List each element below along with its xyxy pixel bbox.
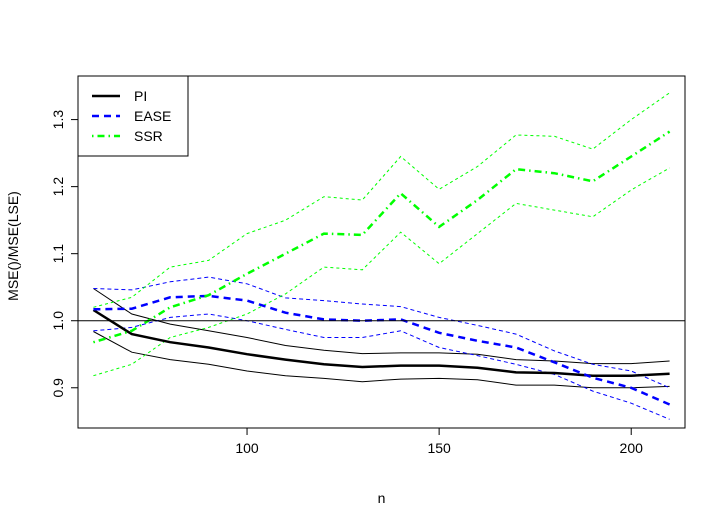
legend-label-ease: EASE [134, 108, 171, 124]
pi-upper-band [93, 288, 670, 365]
y-tick-label: 1.2 [50, 177, 66, 197]
ssr-upper-band [93, 92, 670, 308]
legend-label-ssr: SSR [134, 128, 163, 144]
y-tick-label: 1.1 [50, 244, 66, 264]
x-tick-label: 200 [620, 440, 644, 456]
y-tick-label: 1.3 [50, 110, 66, 130]
legend: PI EASE SSR [77, 75, 189, 157]
legend-label-pi: PI [134, 88, 147, 104]
y-axis-label: MSE()/MSE(LSE) [5, 191, 21, 301]
pi-line [92, 308, 670, 377]
confidence-bands [93, 92, 670, 420]
y-axis: 0.9 1.0 1.1 1.2 1.3 [50, 110, 79, 398]
y-tick-label: 0.9 [50, 378, 66, 398]
x-tick-label: 100 [235, 440, 259, 456]
x-tick-label: 150 [427, 440, 451, 456]
series-lines [92, 130, 671, 406]
x-axis-label: n [378, 490, 386, 506]
ease-line [93, 294, 671, 406]
x-axis: 100 150 200 [235, 427, 644, 456]
pi-lower-band [93, 331, 670, 389]
ssr-line [93, 130, 671, 344]
ease-lower-band [93, 313, 670, 420]
y-tick-label: 1.0 [50, 311, 66, 331]
ease-upper-band [93, 276, 670, 389]
